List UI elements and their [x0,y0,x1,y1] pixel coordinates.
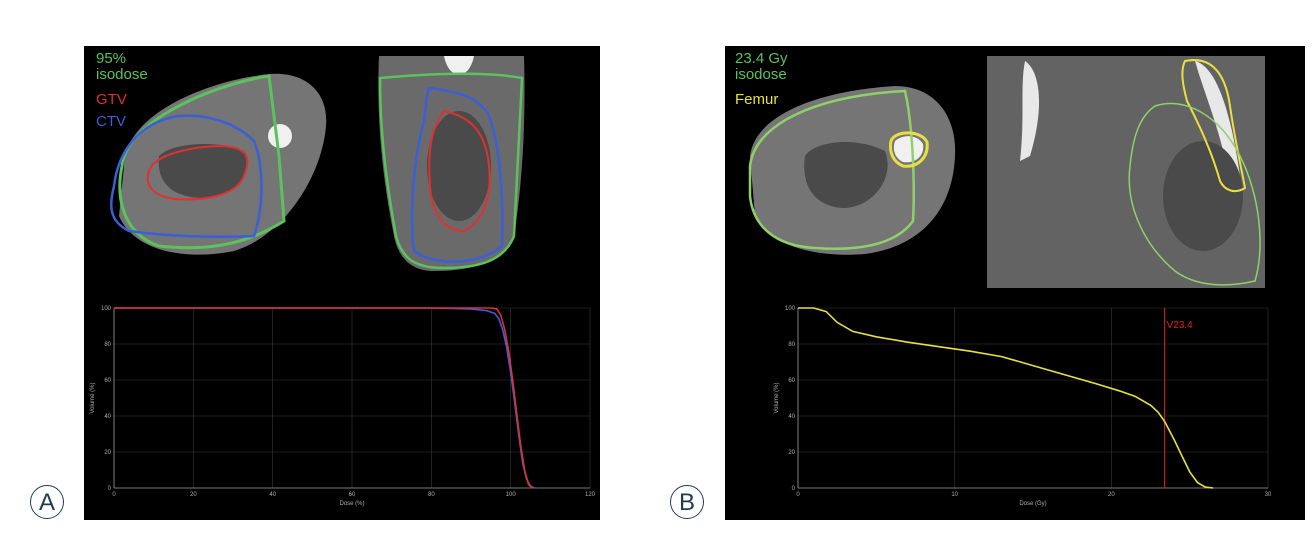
isodose-legend-line2-a: isodose [96,66,148,83]
gtv-legend-label: GTV [96,91,127,108]
y-tick-label: 100 [785,306,796,312]
x-tick-label: 0 [796,492,800,498]
isodose-legend-line1-b: 23.4 Gy [735,50,788,67]
y-axis-title: Volume (%) [90,382,96,413]
y-tick-label: 40 [788,414,795,420]
x-tick-label: 80 [428,492,435,498]
y-tick-label: 20 [104,450,111,456]
isodose-legend-line1-a: 95% [96,50,127,67]
x-tick-label: 20 [1108,492,1115,498]
x-tick-label: 10 [951,492,958,498]
panel-letter-a: A [30,485,64,519]
panel-letter-b: B [670,485,704,519]
x-axis-title: Dose (%) [339,501,364,507]
y-tick-label: 60 [104,378,111,384]
femur-legend-label: Femur [735,91,779,108]
y-tick-label: 80 [104,342,111,348]
femur-contour-b-axial [889,131,929,168]
dvh-curve-2 [114,307,534,489]
y-tick-label: 60 [788,378,795,384]
isodose-contour-b-axial [748,89,915,251]
axial-bone-a [268,124,292,148]
x-axis-title: Dose (Gy) [1019,501,1046,507]
isodose-contour-a-coronal [378,72,524,270]
axial-dark-region-b [804,141,888,208]
isodose-legend-line2-b: isodose [735,66,787,83]
panel-a: 0 20 40 60 80 100 120 0 20 40 60 80 100 Dose (%) Volum… [84,46,600,520]
ct-images-a: 0 20 40 60 80 100 120 0 20 40 60 80 100 Dose (%) Volum… [90,56,596,507]
coronal-dark-region-a [427,111,491,221]
x-tick-label: 0 [112,492,116,498]
axial-bone-b [893,136,924,163]
dvh-chart-b: 0 10 20 30 0 20 40 60 80 100 Dose (Gy) Volume (%) V2… [774,306,1272,507]
ctv-legend-label: CTV [96,113,126,130]
ct-images-b: 0 10 20 30 0 20 40 60 80 100 Dose (Gy) Volume (%) V2… [748,56,1272,507]
isodose-contour-a-axial [118,74,286,250]
y-axis-title: Volume (%) [774,382,780,413]
y-tick-label: 100 [101,306,112,312]
gtv-contour-a-axial [146,144,249,201]
dvh-chart-a: 0 20 40 60 80 100 120 0 20 40 60 80 100 Dose (%) Volum… [90,306,596,507]
y-tick-label: 40 [104,414,111,420]
femur-contour-b-coronal [1181,59,1247,193]
reference-line-label: V23.4 [1167,320,1194,331]
coronal-dark-region-b [1163,141,1243,251]
ctv-contour-a-axial [110,114,263,239]
y-tick-label: 0 [108,486,112,492]
coronal-bone-left-b [1020,61,1040,161]
x-tick-label: 60 [349,492,356,498]
x-tick-label: 30 [1265,492,1272,498]
y-tick-label: 80 [788,342,795,348]
y-tick-label: 20 [788,450,795,456]
x-tick-label: 20 [190,492,197,498]
coronal-bone-a [444,56,474,75]
axial-dark-region-a [158,144,248,198]
dvh-curve-1 [798,307,1214,489]
isodose-contour-b-coronal [1128,102,1261,286]
gtv-contour-a-coronal [428,109,491,233]
x-tick-label: 100 [506,492,517,498]
ctv-contour-a-coronal [410,86,504,263]
dvh-curve-1 [114,307,535,489]
y-tick-label: 0 [792,486,796,492]
x-tick-label: 120 [585,492,596,498]
x-tick-label: 40 [269,492,276,498]
panel-b: 0 10 20 30 0 20 40 60 80 100 Dose (Gy) Volume (%) V2… [725,46,1305,520]
